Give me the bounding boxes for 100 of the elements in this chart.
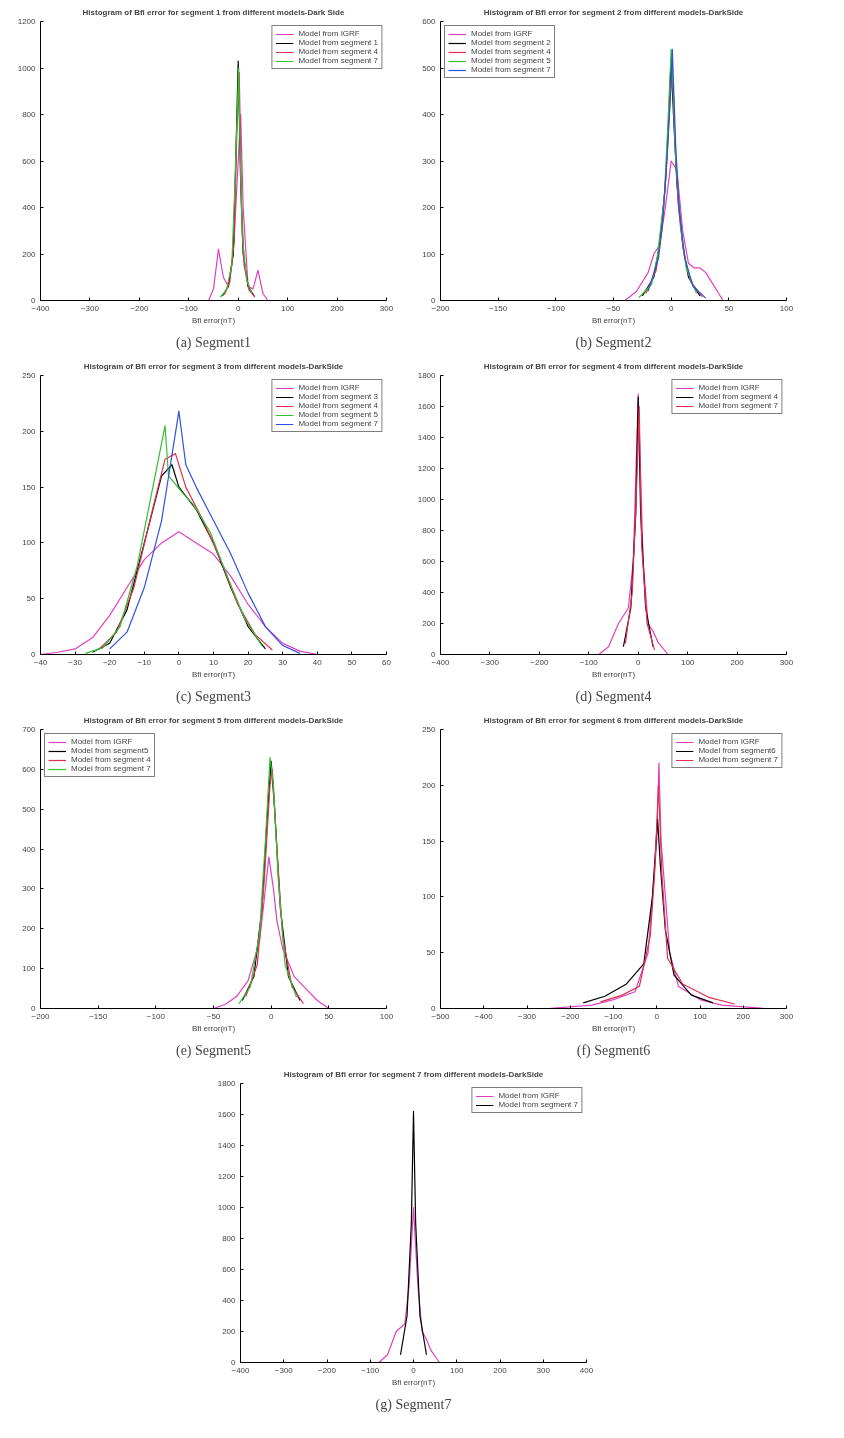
y-tick-label: 800 — [22, 110, 37, 119]
y-tick-label: 1200 — [217, 1172, 237, 1181]
legend-label: Model from segment 7 — [298, 56, 378, 65]
y-tick-label: 600 — [422, 557, 437, 566]
x-tick-label: −30 — [68, 657, 83, 667]
x-tick-label: −100 — [146, 1011, 166, 1021]
x-tick-label: −10 — [137, 657, 152, 667]
text: (d) Segment4 — [575, 688, 652, 705]
y-tick-label: 300 — [22, 884, 37, 894]
x-tick-label: 20 — [243, 657, 254, 667]
x-tick-label: 50 — [724, 303, 734, 313]
x-tick-label: −300 — [480, 657, 500, 667]
y-tick-label: 1400 — [217, 1141, 237, 1150]
legend-label: Model from segment 4 — [71, 755, 151, 764]
x-tick-label: 300 — [536, 1365, 551, 1375]
x-tick-label: 50 — [347, 657, 357, 667]
y-tick-label: 500 — [22, 804, 37, 814]
x-tick-label: 0 — [668, 303, 674, 313]
x-tick-label: −300 — [517, 1011, 537, 1021]
x-tick-label: −40 — [33, 657, 48, 667]
y-tick-label: 1400 — [417, 433, 437, 442]
y-tick-label: 0 — [31, 296, 37, 305]
y-tick-label: 0 — [31, 650, 37, 659]
x-tick-label: 40 — [312, 657, 323, 667]
y-tick-label: 600 — [22, 156, 37, 166]
legend-label: Model from IGRF — [471, 29, 533, 38]
text: (g) Segment7 — [375, 1396, 452, 1413]
legend-label: Model from segment 7 — [298, 419, 378, 428]
x-tick-label: 200 — [730, 657, 745, 667]
chart-title: Histogram of Bfi error for segment 5 from different models-DarkSide — [83, 715, 344, 725]
y-tick-label: 200 — [422, 203, 437, 212]
x-tick-label: 50 — [324, 1011, 334, 1021]
x-tick-label: 300 — [779, 1011, 794, 1021]
y-tick-label: 1200 — [417, 464, 437, 473]
x-tick-label: 100 — [280, 303, 295, 313]
y-tick-label: 400 — [22, 203, 37, 212]
y-tick-label: 200 — [422, 619, 437, 628]
x-tick-label: 100 — [450, 1365, 464, 1375]
chart-title: Histogram of Bfi error for segment 1 from different models-Dark Side — [82, 7, 345, 17]
x-tick-label: 100 — [379, 1011, 394, 1021]
x-tick-label: 0 — [654, 1011, 660, 1021]
x-tick-label: −300 — [80, 303, 100, 313]
text: (f) Segment6 — [576, 1042, 651, 1059]
x-tick-label: 300 — [779, 657, 794, 667]
legend-label: Model from segment 7 — [698, 401, 778, 410]
legend-label: Model from IGRF — [698, 383, 760, 392]
x-tick-label: 400 — [579, 1365, 594, 1375]
chart-title: Histogram of Bfi error for segment 2 from different models-DarkSide — [483, 7, 744, 17]
x-tick-label: 300 — [379, 303, 394, 313]
y-tick-label: 800 — [222, 1234, 237, 1243]
legend-label: Model from segment 4 — [471, 47, 551, 56]
x-axis-title: Bfi error(nT) — [391, 1377, 436, 1387]
x-tick-label: −400 — [31, 303, 51, 313]
y-tick-label: 400 — [422, 110, 437, 119]
x-tick-label: −200 — [130, 303, 149, 313]
legend-label: Model from segment 5 — [298, 410, 378, 419]
y-tick-label: 0 — [231, 1358, 237, 1367]
x-tick-label: 10 — [209, 657, 219, 667]
x-tick-label: 100 — [693, 1011, 708, 1021]
x-tick-label: 0 — [268, 1011, 274, 1021]
legend-label: Model from segment 4 — [698, 392, 778, 401]
text: (e) Segment5 — [175, 1042, 252, 1059]
text: (c) Segment3 — [175, 688, 252, 705]
y-tick-label: 500 — [422, 63, 437, 73]
y-tick-label: 400 — [22, 844, 37, 854]
legend-label: Model from segment 7 — [471, 65, 551, 74]
legend-label: Model from segment5 — [71, 746, 149, 755]
legend-label: Model from segment 4 — [298, 47, 378, 56]
y-tick-label: 1000 — [217, 1203, 237, 1212]
x-tick-label: 0 — [635, 657, 641, 667]
legend-label: Model from segment 5 — [471, 56, 551, 65]
legend-label: Model from segment 2 — [471, 38, 551, 47]
x-tick-label: −400 — [431, 657, 451, 667]
chart-title: Histogram of Bfi error for segment 4 from different models-DarkSide — [483, 361, 744, 371]
x-tick-label: −200 — [561, 1011, 580, 1021]
y-tick-label: 150 — [422, 836, 437, 846]
x-tick-label: 0 — [176, 657, 182, 667]
x-axis-title: Bfi error(nT) — [191, 1023, 236, 1033]
y-tick-label: 0 — [431, 1004, 437, 1013]
x-tick-label: 100 — [680, 657, 695, 667]
y-tick-label: 1800 — [417, 371, 437, 380]
x-tick-label: 200 — [493, 1365, 508, 1375]
y-tick-label: 800 — [422, 526, 437, 535]
legend-label: Model from segment 3 — [298, 392, 378, 401]
y-tick-label: 200 — [22, 249, 37, 259]
y-tick-label: 200 — [22, 426, 37, 436]
x-tick-label: −100 — [361, 1365, 380, 1375]
x-axis-title: Bfi error(nT) — [591, 1023, 636, 1033]
x-tick-label: −500 — [431, 1011, 451, 1021]
x-tick-label: −200 — [317, 1365, 337, 1375]
x-tick-label: −150 — [89, 1011, 108, 1021]
y-tick-label: 0 — [431, 296, 437, 305]
y-tick-label: 600 — [222, 1265, 237, 1274]
y-tick-label: 150 — [22, 482, 37, 492]
y-tick-label: 200 — [422, 780, 437, 790]
x-tick-label: −200 — [530, 657, 549, 667]
x-tick-label: −150 — [489, 303, 508, 313]
x-tick-label: 100 — [779, 303, 794, 313]
legend-label: Model from segment 7 — [71, 764, 151, 773]
x-axis-title: Bfi error(nT) — [191, 669, 236, 679]
